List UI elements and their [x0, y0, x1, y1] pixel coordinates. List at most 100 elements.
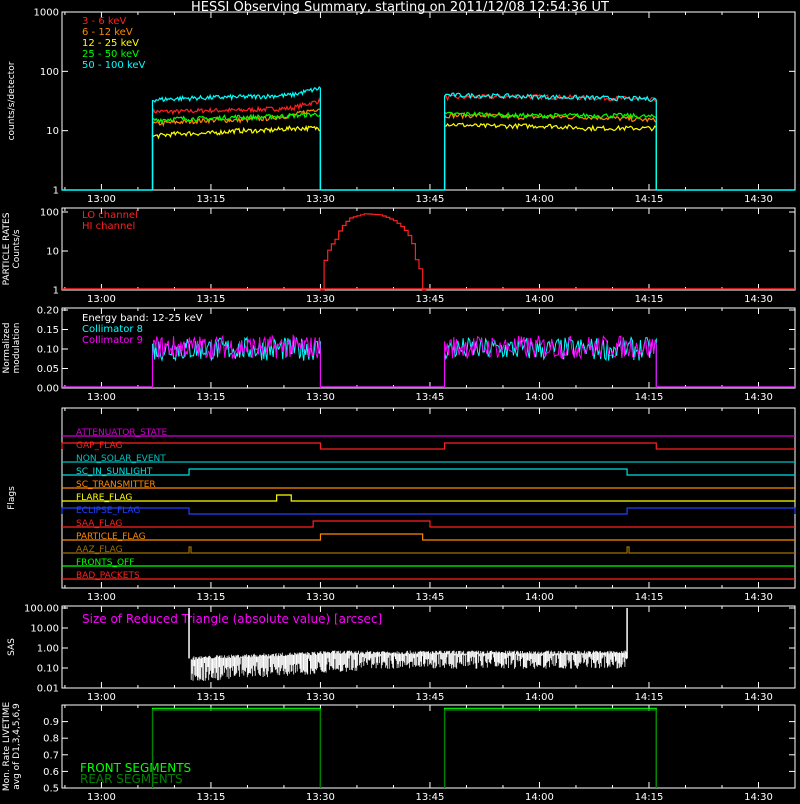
panel-frame-1 [61, 11, 796, 191]
y-tick-label: 0.15 [37, 325, 59, 336]
ylabel-modulation: Normalizedmodulation [2, 322, 22, 373]
y-tick-label: 1000 [34, 8, 59, 19]
sas-series-line [190, 650, 627, 681]
y-tick-label: 0.05 [37, 364, 59, 375]
y-tick-label: 10 [46, 126, 59, 137]
ylabel-flags-line: Flags [7, 486, 17, 510]
x-tick-label: 13:00 [87, 792, 116, 800]
x-tick-label: 14:30 [744, 194, 773, 205]
x-tick-label: 14:00 [525, 294, 554, 305]
x-tick-label: 14:00 [525, 592, 554, 603]
x-tick-label: 13:00 [87, 194, 116, 205]
x-tick-label: 14:00 [525, 194, 554, 205]
legend-entry: 25 - 50 keV [82, 49, 139, 60]
x-tick-label: 13:45 [416, 792, 445, 800]
x-tick-label: 13:30 [306, 792, 335, 800]
x-tick-label: 14:30 [744, 592, 773, 603]
series-line-3 [443, 122, 657, 191]
x-tick-label: 13:45 [416, 392, 445, 403]
x-tick-label: 13:30 [306, 692, 335, 703]
flag-label: SC_TRANSMITTER [76, 480, 156, 490]
y-tick-label: 100 [40, 208, 59, 219]
mod-annotation: Energy band: 12-25 keV [82, 313, 203, 324]
legend-entry: Collimator 8 [82, 324, 143, 335]
x-tick-label: 13:30 [306, 194, 335, 205]
panel-frame-5 [61, 605, 796, 689]
x-tick-label: 13:45 [416, 294, 445, 305]
series-line-4 [443, 110, 657, 191]
x-tick-label: 13:30 [306, 592, 335, 603]
y-tick-label: 10.00 [30, 624, 59, 635]
y-tick-label: 1.00 [37, 644, 59, 655]
x-tick-label: 14:00 [525, 692, 554, 703]
ylabel-lightcurves-line: counts/s/detector [7, 61, 17, 140]
flag-line-6 [62, 494, 795, 502]
y-tick-label: 0.6 [43, 767, 59, 778]
x-tick-label: 13:00 [87, 392, 116, 403]
livetime-line-2 [443, 709, 657, 788]
flag-label: ATTENUATOR_STATE [76, 428, 168, 438]
flag-line-9 [62, 533, 795, 541]
x-tick-label: 14:15 [635, 392, 664, 403]
x-tick-label: 13:15 [197, 294, 226, 305]
y-tick-label: 1 [53, 286, 59, 297]
x-tick-label: 14:30 [744, 392, 773, 403]
legend-entry: 50 - 100 keV [82, 60, 146, 71]
ylabel-flags: Flags [7, 486, 17, 510]
x-tick-label: 13:15 [197, 392, 226, 403]
y-tick-label: 0.8 [43, 734, 59, 745]
ylabel-sas-line: SAS [7, 638, 17, 656]
series-line-3 [151, 124, 322, 191]
y-tick-label: 0.10 [37, 345, 59, 356]
ylabel-livetime-line: Mon. Rate LIVETIME [2, 702, 12, 792]
flag-line-2 [61, 442, 795, 450]
y-tick-label: 0.20 [37, 306, 59, 317]
x-tick-label: 14:15 [635, 792, 664, 800]
flag-label: BAD_PACKETS [76, 571, 140, 581]
particle-lo-line [320, 213, 427, 291]
series-line-1 [443, 93, 657, 191]
x-tick-label: 13:45 [416, 194, 445, 205]
flag-label: SC_IN_SUNLIGHT [76, 467, 153, 477]
main-title: HESSI Observing Summary, starting on 201… [191, 0, 609, 15]
ylabel-sas: SAS [7, 638, 17, 656]
x-tick-label: 13:45 [416, 592, 445, 603]
y-tick-label: 0.00 [37, 384, 59, 395]
y-tick-label: 0.7 [43, 750, 59, 761]
legend-entry: LO channel [82, 210, 138, 221]
flag-line-7 [61, 507, 796, 515]
x-tick-label: 14:00 [525, 392, 554, 403]
flag-label: FLARE_FLAG [76, 493, 132, 503]
y-tick-label: 0.10 [37, 664, 59, 675]
flag-label: SAA_FLAG [76, 519, 122, 529]
ylabel-modulation-line: modulation [12, 323, 22, 374]
legend-entry: REAR SEGMENTS [80, 772, 183, 786]
livetime-line-1 [443, 707, 657, 788]
x-tick-label: 13:30 [306, 294, 335, 305]
x-tick-label: 14:15 [635, 294, 664, 305]
ylabel-particle-line: PARTICLE RATES [2, 212, 12, 285]
flag-line-4 [62, 468, 795, 476]
y-tick-label: 100.00 [24, 604, 59, 615]
flag-line-10 [62, 546, 795, 554]
ylabel-modulation-line: Normalized [2, 322, 12, 373]
panel-frame-6 [61, 704, 796, 789]
series-line-5 [151, 86, 322, 191]
series-line-4 [151, 111, 322, 191]
series-line-1 [151, 97, 322, 191]
x-tick-label: 13:15 [197, 792, 226, 800]
mod-series-2 [444, 334, 657, 389]
x-tick-label: 13:45 [416, 692, 445, 703]
x-tick-label: 14:00 [525, 792, 554, 800]
legend-entry: Collimator 9 [82, 335, 143, 346]
flag-label: AAZ_FLAG [76, 545, 123, 555]
flag-label: NON_SOLAR_EVENT [76, 454, 166, 464]
flag-label: GAP_FLAG [76, 441, 122, 451]
x-tick-label: 13:00 [87, 592, 116, 603]
y-tick-label: 0.9 [43, 717, 59, 728]
series-line-5 [443, 92, 657, 191]
legend-entry: FRONT SEGMENTS [80, 761, 191, 775]
livetime-line-2 [151, 709, 322, 788]
flag-label: FRONTS_OFF [76, 558, 134, 568]
